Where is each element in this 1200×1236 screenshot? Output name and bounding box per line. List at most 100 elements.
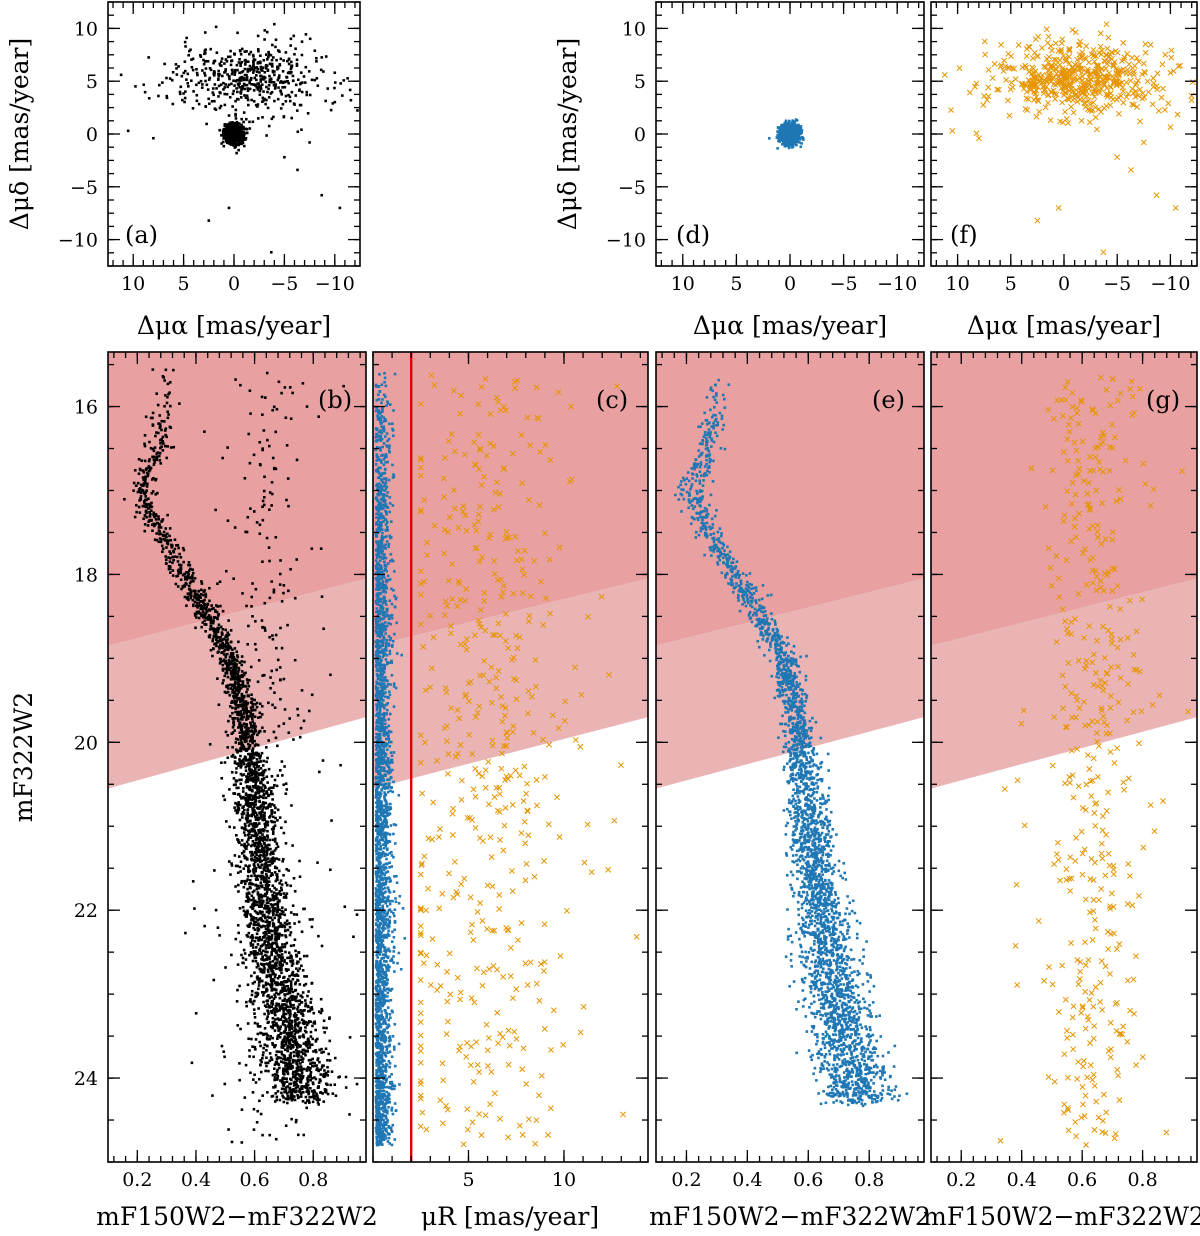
- data-point: [208, 586, 211, 590]
- data-point: [265, 1017, 269, 1021]
- data-point: [265, 98, 268, 102]
- data-point: [224, 70, 227, 73]
- data-point: [249, 805, 253, 808]
- data-point: [295, 1083, 298, 1087]
- data-point: [260, 979, 264, 983]
- data-point: [250, 778, 253, 781]
- data-point: [237, 786, 240, 790]
- data-point: [206, 618, 209, 621]
- data-point: [265, 901, 269, 905]
- data-point: [267, 96, 271, 99]
- data-point: [281, 943, 284, 946]
- data-point: [267, 739, 271, 742]
- data-point: [257, 773, 261, 777]
- data-point: [328, 1016, 331, 1019]
- data-point: [268, 888, 271, 891]
- data-point: [149, 446, 153, 450]
- data-point: [253, 66, 256, 70]
- data-point: [268, 983, 272, 986]
- data-point: [248, 64, 252, 68]
- data-point: [281, 987, 284, 991]
- data-point: [284, 896, 288, 899]
- data-point: [238, 984, 241, 988]
- data-point: [225, 670, 229, 673]
- data-point: [171, 574, 175, 577]
- data-point: [262, 1046, 265, 1050]
- data-point: [152, 511, 156, 515]
- data-point: [280, 909, 284, 913]
- data-point: [228, 140, 232, 143]
- data-point: [202, 593, 205, 597]
- data-point: [254, 860, 257, 863]
- data-point: [179, 568, 183, 572]
- data-point: [273, 866, 277, 870]
- data-point: [243, 62, 247, 66]
- data-point: [245, 706, 248, 710]
- data-point: [146, 473, 150, 476]
- data-point: [270, 1095, 274, 1098]
- data-point: [264, 947, 268, 950]
- data-point: [248, 389, 252, 393]
- data-point: [261, 560, 264, 564]
- data-point: [308, 37, 312, 41]
- data-point: [154, 513, 158, 516]
- data-point: [270, 872, 274, 875]
- data-point: [295, 1014, 298, 1017]
- data-point: [283, 1024, 287, 1027]
- data-point: [233, 716, 237, 720]
- data-point: [249, 706, 253, 709]
- data-point: [248, 678, 251, 682]
- data-point: [289, 959, 292, 963]
- data-point: [224, 132, 228, 136]
- data-point: [237, 808, 241, 811]
- data-point: [289, 417, 293, 421]
- data-point: [162, 420, 166, 423]
- data-point: [302, 719, 306, 723]
- data-point: [225, 59, 229, 63]
- data-point: [248, 886, 252, 889]
- data-point: [250, 914, 253, 918]
- data-point: [156, 521, 160, 525]
- data-point: [187, 85, 190, 88]
- data-point: [297, 1065, 300, 1069]
- data-point: [252, 731, 256, 735]
- data-point: [273, 1073, 277, 1076]
- data-point: [177, 572, 181, 575]
- data-point: [271, 911, 275, 914]
- data-point: [290, 956, 293, 960]
- data-point: [297, 920, 301, 924]
- data-point: [255, 965, 259, 969]
- data-point: [250, 729, 254, 732]
- data-point: [252, 64, 255, 68]
- data-point: [225, 92, 229, 96]
- data-point: [290, 90, 294, 94]
- data-point: [258, 910, 262, 913]
- data-point: [161, 547, 165, 551]
- data-point: [245, 678, 249, 681]
- data-point: [212, 619, 215, 622]
- data-point: [183, 100, 186, 104]
- data-point: [268, 74, 271, 78]
- data-point: [246, 887, 249, 891]
- data-point: [252, 808, 255, 811]
- data-point: [319, 547, 323, 550]
- data-point: [268, 863, 272, 867]
- data-point: [233, 792, 237, 796]
- data-point: [216, 605, 220, 608]
- data-point: [119, 73, 123, 77]
- data-point: [311, 1100, 315, 1104]
- data-point: [183, 96, 187, 100]
- data-point: [216, 677, 219, 680]
- data-point: [273, 916, 277, 920]
- data-point: [296, 992, 300, 996]
- data-point: [280, 912, 284, 916]
- data-point: [250, 768, 254, 772]
- data-point: [280, 1087, 284, 1091]
- data-point: [296, 1072, 300, 1076]
- data-point: [293, 1039, 297, 1043]
- data-point: [232, 144, 236, 147]
- data-point: [154, 478, 157, 482]
- data-point: [277, 920, 281, 924]
- data-point: [245, 728, 248, 732]
- data-point: [287, 1062, 291, 1066]
